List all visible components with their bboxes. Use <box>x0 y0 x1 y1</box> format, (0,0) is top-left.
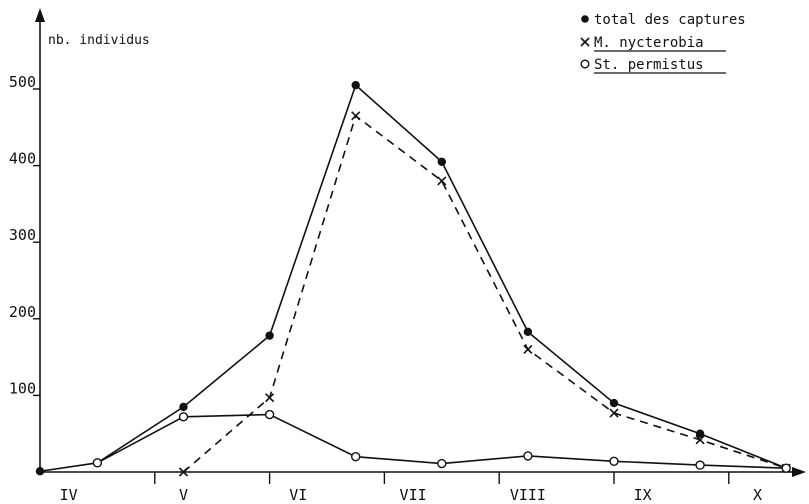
legend-marker-total-des-captures <box>581 15 589 23</box>
x-tick-label: VII <box>400 486 427 504</box>
data-point-total-des-captures <box>179 402 188 412</box>
x-tick-label: IX <box>634 486 652 504</box>
data-point-total-des-captures <box>437 157 446 166</box>
data-point-m-nycterobia <box>437 176 447 186</box>
data-point-m-nycterobia <box>351 111 361 121</box>
y-axis-arrow <box>35 8 45 22</box>
x-tick-label: IV <box>60 486 78 504</box>
y-axis-label: nb. individus <box>48 33 150 48</box>
data-point-total-des-captures <box>523 327 533 337</box>
series-line-m-nycterobia <box>182 114 787 473</box>
y-tick-label: 100 <box>9 379 36 397</box>
data-point-st-permistus <box>178 412 189 422</box>
y-tick-label: 200 <box>9 303 36 321</box>
y-ticks: 100 200 300 400 500 <box>9 73 40 397</box>
data-point-st-permistus <box>609 456 619 466</box>
legend-label-total-des-captures: total des captures <box>594 12 746 28</box>
data-point-total-des-captures <box>695 429 705 438</box>
y-tick-label: 300 <box>9 226 36 244</box>
legend-label-st-permistus: St. permistus <box>594 57 704 73</box>
data-point-st-permistus <box>264 409 275 420</box>
data-point-st-permistus <box>92 458 103 468</box>
x-tick-label: V <box>179 486 188 504</box>
data-point-m-nycterobia <box>523 344 533 355</box>
y-tick-label: 400 <box>9 150 36 168</box>
data-point-m-nycterobia <box>695 435 705 445</box>
data-point-st-permistus <box>781 463 791 473</box>
data-point-total-des-captures <box>265 331 274 340</box>
data-point-m-nycterobia <box>178 467 189 477</box>
data-point-m-nycterobia <box>609 408 619 418</box>
data-point-st-permistus <box>523 451 533 461</box>
series-layer <box>35 80 791 477</box>
axes <box>35 8 806 477</box>
x-tick-label: VIII <box>510 486 546 504</box>
legend: total des captures M. nycterobia St. per… <box>580 12 746 74</box>
x-tick-label: X <box>753 486 762 504</box>
x-axis-arrow <box>792 467 806 477</box>
data-point-m-nycterobia <box>265 393 275 403</box>
data-point-st-permistus <box>695 460 705 470</box>
series-line-total-des-captures <box>39 83 787 473</box>
x-ticks: IV V VI VII VIII IX X <box>60 472 762 504</box>
data-point-st-permistus <box>437 458 447 469</box>
data-point-st-permistus <box>351 451 361 462</box>
data-point-total-des-captures <box>351 80 360 90</box>
data-point-total-des-captures <box>35 467 45 476</box>
y-tick-label: 500 <box>9 73 36 91</box>
legend-marker-m-nycterobia <box>580 37 590 47</box>
legend-label-m-nycterobia: M. nycterobia <box>594 35 704 51</box>
legend-marker-st-permistus <box>580 59 590 69</box>
x-tick-label: VI <box>289 486 307 504</box>
data-point-total-des-captures <box>609 398 619 408</box>
